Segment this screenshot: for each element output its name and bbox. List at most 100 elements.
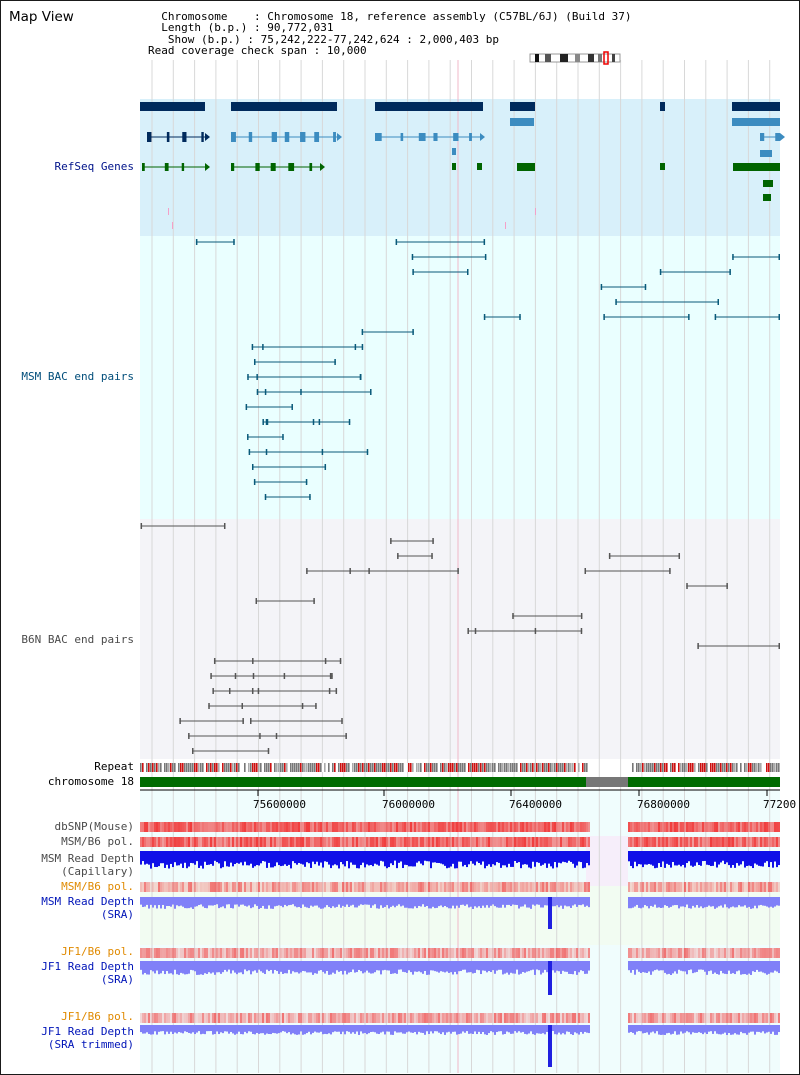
polymorphism-cell [276, 822, 278, 832]
polymorphism-cell [360, 948, 362, 958]
bac-end [431, 553, 433, 559]
polymorphism-cell [500, 948, 502, 958]
read-depth-bar [462, 851, 464, 867]
read-depth-bar [540, 851, 542, 866]
track-label-jf1-depth-trim-1[interactable]: JF1 Read Depth [41, 1025, 134, 1038]
polymorphism-cell [432, 1013, 434, 1023]
polymorphism-cell [564, 1013, 566, 1023]
read-depth-bar [684, 897, 686, 908]
polymorphism-cell [196, 837, 198, 847]
polymorphism-cell [188, 948, 190, 958]
track-label-msm-depth-sra-1[interactable]: MSM Read Depth [41, 895, 134, 908]
polymorphism-cell [726, 822, 728, 832]
read-depth-bar [688, 897, 690, 909]
track-label-msm-bac[interactable]: MSM BAC end pairs [21, 370, 134, 383]
polymorphism-cell [684, 882, 686, 892]
read-depth-bar [668, 1025, 670, 1033]
polymorphism-cell [314, 822, 316, 832]
repeat-mark [510, 763, 512, 772]
polymorphism-cell [244, 837, 246, 847]
polymorphism-cell [270, 837, 272, 847]
polymorphism-cell [772, 822, 774, 832]
read-depth-bar [664, 851, 666, 868]
repeat-mark [436, 763, 438, 772]
read-depth-bar [364, 851, 366, 868]
polymorphism-cell [492, 882, 494, 892]
polymorphism-cell [290, 882, 292, 892]
ruler-tick-label: 76800000 [637, 798, 690, 811]
polymorphism-cell [352, 837, 354, 847]
read-depth-bar [444, 1025, 446, 1035]
read-depth-bar [352, 1025, 354, 1033]
read-depth-bar [418, 897, 420, 906]
read-depth-bar [316, 1025, 318, 1033]
polymorphism-cell [678, 822, 680, 832]
read-depth-bar [470, 897, 472, 907]
polymorphism-cell [352, 822, 354, 832]
track-label-msm-b6-pol-1[interactable]: MSM/B6 pol. [61, 835, 134, 848]
polymorphism-cell [140, 948, 142, 958]
polymorphism-cell [288, 837, 290, 847]
polymorphism-cell [412, 822, 414, 832]
polymorphism-cell [720, 1013, 722, 1023]
read-depth-bar [140, 897, 142, 905]
repeat-mark [726, 763, 728, 772]
polymorphism-cell [190, 1013, 192, 1023]
polymorphism-cell [486, 837, 488, 847]
read-depth-bar [556, 851, 558, 868]
read-depth-bar [696, 961, 698, 972]
bac-end [256, 389, 259, 395]
polymorphism-cell [438, 822, 440, 832]
read-depth-bar [250, 961, 252, 975]
polymorphism-cell [304, 1013, 306, 1023]
polymorphism-cell [554, 948, 556, 958]
track-label-jf1-depth-sra-1[interactable]: JF1 Read Depth [41, 960, 134, 973]
read-depth-bar [258, 851, 260, 866]
polymorphism-cell [638, 837, 640, 847]
polymorphism-cell [460, 837, 462, 847]
polymorphism-cell [240, 837, 242, 847]
read-depth-bar [460, 1025, 462, 1034]
polymorphism-cell [522, 1013, 524, 1023]
track-label-msm-b6-pol-2[interactable]: MSM/B6 pol. [61, 880, 134, 893]
read-depth-bar [744, 851, 746, 868]
polymorphism-cell [658, 837, 660, 847]
polymorphism-cell [222, 822, 224, 832]
read-depth-bar [534, 961, 536, 975]
read-depth-bar [368, 961, 370, 973]
repeat-mark [384, 763, 386, 772]
polymorphism-cell [160, 837, 162, 847]
read-depth-bar [584, 1025, 586, 1032]
repeat-mark [428, 763, 430, 772]
track-label-refseq[interactable]: RefSeq Genes [54, 160, 134, 173]
polymorphism-cell [210, 837, 212, 847]
read-depth-bar [154, 961, 156, 974]
polymorphism-cell [742, 948, 744, 958]
repeat-mark [150, 763, 152, 772]
read-depth-bar [152, 897, 154, 908]
track-label-b6n-bac[interactable]: B6N BAC end pairs [21, 633, 134, 646]
track-label-msm-depth-cap-1[interactable]: MSM Read Depth [41, 852, 134, 865]
polymorphism-cell [736, 1013, 738, 1023]
read-depth-bar [650, 897, 652, 906]
polymorphism-cell [628, 1013, 630, 1023]
read-depth-bar [140, 961, 142, 970]
track-label-jf1-b6-pol-1[interactable]: JF1/B6 pol. [61, 945, 134, 958]
polymorphism-cell [722, 1013, 724, 1023]
polymorphism-cell [344, 1013, 346, 1023]
read-depth-bar [632, 897, 634, 908]
track-label-dbsnp[interactable]: dbSNP(Mouse) [54, 820, 134, 833]
polymorphism-cell [402, 822, 404, 832]
polymorphism-cell [244, 1013, 246, 1023]
read-depth-bar [584, 961, 586, 974]
repeat-mark [648, 763, 650, 772]
polymorphism-cell [294, 822, 296, 832]
read-depth-bar [164, 897, 166, 909]
read-depth-bar [760, 1025, 762, 1033]
read-depth-bar [394, 897, 396, 908]
track-label-jf1-b6-pol-2[interactable]: JF1/B6 pol. [61, 1010, 134, 1023]
read-depth-bar [276, 897, 278, 906]
polymorphism-cell [488, 948, 490, 958]
polymorphism-cell [296, 882, 298, 892]
